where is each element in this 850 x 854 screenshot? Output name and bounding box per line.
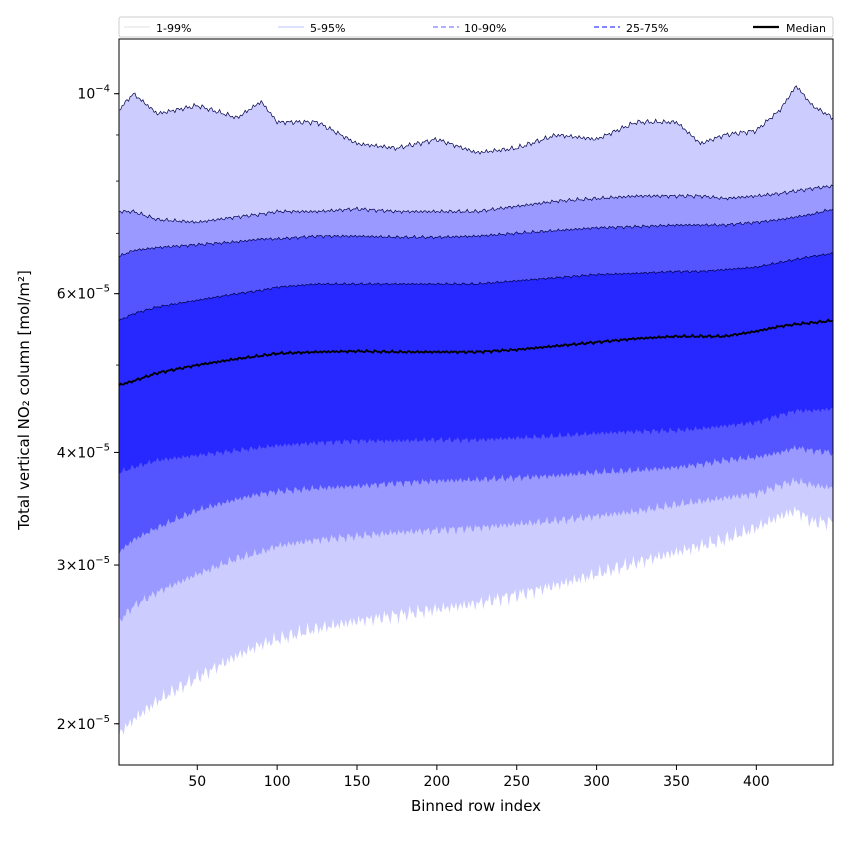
legend-label-Median: Median <box>786 22 826 35</box>
plot-frame <box>118 38 834 766</box>
x-tick-label: 400 <box>743 774 770 790</box>
legend-box <box>118 16 834 38</box>
y-tick-label: 2×10−5 <box>57 714 110 733</box>
x-tick-label: 50 <box>188 774 206 790</box>
band-upper-edge-25-75% <box>118 252 834 322</box>
legend-label-5-95%: 5-95% <box>310 22 345 35</box>
x-tick-label: 300 <box>583 774 610 790</box>
y-axis-label: Total vertical NO₂ column [mol/m²] <box>15 270 33 531</box>
y-tick-label: 3×10−5 <box>57 555 110 574</box>
legend: 1-99% 5-95% 10-90% 25-75% Median <box>118 16 834 38</box>
x-tick-label: 200 <box>423 774 450 790</box>
band-layer <box>119 85 833 737</box>
axes-layer: 50 100 150 200 250 300 350 400 2×10−5 3×10−5 4×10−… <box>15 38 834 815</box>
y-tick-label: 10−4 <box>77 84 110 103</box>
band-upper-edge-5-95% <box>118 184 834 224</box>
x-tick-label: 150 <box>344 774 371 790</box>
y-tick-label: 4×10−5 <box>57 442 110 461</box>
x-axis-label: Binned row index <box>411 797 541 815</box>
y-tick-label: 6×10−5 <box>57 284 110 303</box>
x-tick-label: 250 <box>503 774 530 790</box>
x-tick-label: 100 <box>264 774 291 790</box>
legend-label-25-75%: 25-75% <box>626 22 668 35</box>
band-upper-edge-10-90% <box>118 208 834 258</box>
legend-label-1-99%: 1-99% <box>156 22 191 35</box>
band-upper-edge-1-99% <box>118 85 834 155</box>
median-line <box>118 318 834 387</box>
legend-label-10-90%: 10-90% <box>464 22 506 35</box>
x-tick-label: 350 <box>663 774 690 790</box>
band-25-75% <box>119 252 833 474</box>
line-layer <box>118 85 834 387</box>
